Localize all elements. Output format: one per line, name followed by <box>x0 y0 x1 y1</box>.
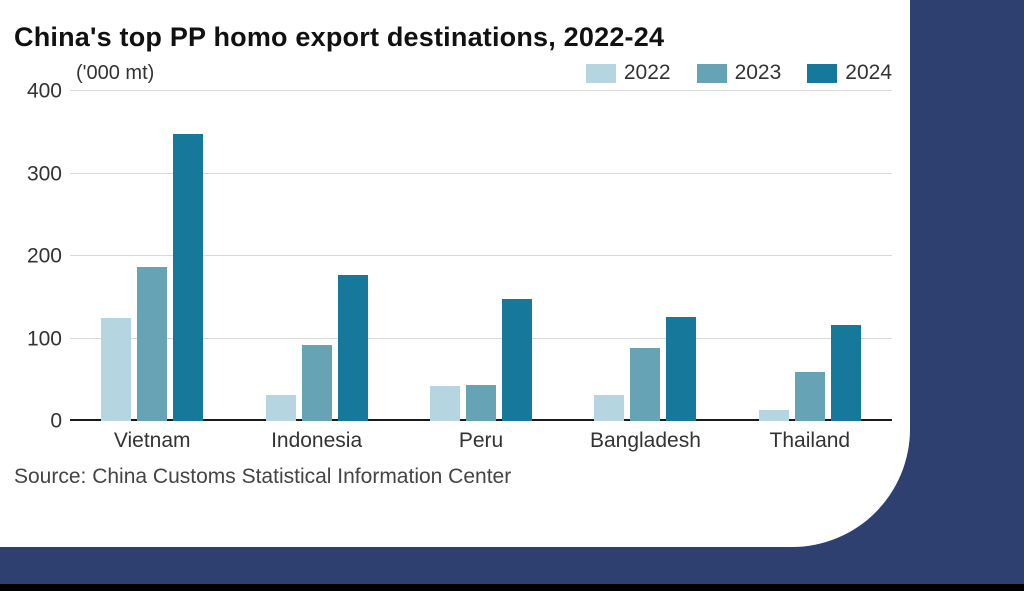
chart-title: China's top PP homo export destinations,… <box>14 22 665 52</box>
x-axis-label-bangladesh: Bangladesh <box>589 429 701 452</box>
y-tick-label-100: 100 <box>26 327 62 350</box>
bar-indonesia-2023 <box>301 345 332 421</box>
legend-item-2024: 2024 <box>807 61 892 85</box>
gridline-400 <box>70 90 892 91</box>
x-axis-labels: Vietnam Indonesia Peru Bangladesh Thailand <box>70 429 892 453</box>
bar-group-vietnam <box>70 91 234 421</box>
bar-thailand-2023 <box>794 372 825 421</box>
y-tick-label-200: 200 <box>26 244 62 268</box>
legend-item-2023: 2023 <box>696 61 782 85</box>
chart-legend: 2022 2023 2024 <box>585 61 892 85</box>
unit-and-legend-row: ('000 mt) 2022 2023 2024 <box>14 59 910 87</box>
bar-thailand-2024 <box>830 325 861 421</box>
legend-item-2022: 2022 <box>585 61 671 85</box>
bar-group-thailand <box>728 91 892 421</box>
chart-card: China's top PP homo export destinations,… <box>0 0 910 547</box>
legend-label-2023: 2023 <box>734 61 782 84</box>
y-axis-labels: 0 100 200 300 400 <box>14 81 70 432</box>
legend-label-2024: 2024 <box>845 61 892 84</box>
bar-bangladesh-2024 <box>666 317 697 421</box>
x-axis-label-peru: Peru <box>458 429 504 452</box>
x-axis-label-indonesia: Indonesia <box>271 429 363 452</box>
bar-indonesia-2022 <box>265 394 296 421</box>
bar-bangladesh-2023 <box>630 347 661 421</box>
source-text: Source: China Customs Statistical Inform… <box>14 465 512 488</box>
bar-vietnam-2024 <box>173 133 204 421</box>
y-tick-label-0: 0 <box>50 409 62 433</box>
bar-groups <box>70 91 892 421</box>
legend-swatch-2022 <box>585 63 616 83</box>
gridline-300 <box>70 172 892 174</box>
bar-peru-2022 <box>430 385 461 421</box>
bar-peru-2024 <box>502 298 533 421</box>
bar-group-indonesia <box>234 91 398 421</box>
plot-area <box>70 90 892 421</box>
bar-indonesia-2024 <box>337 274 368 421</box>
x-axis-label-vietnam: Vietnam <box>113 429 191 452</box>
legend-label-2022: 2022 <box>623 61 671 84</box>
bar-group-peru <box>399 91 563 421</box>
y-tick-label-400: 400 <box>26 79 62 103</box>
gridline-200 <box>70 255 892 256</box>
bar-vietnam-2023 <box>137 266 168 421</box>
y-tick-label-300: 300 <box>26 162 62 185</box>
bar-thailand-2022 <box>758 410 789 421</box>
legend-swatch-2024 <box>807 63 838 83</box>
bar-group-bangladesh <box>563 91 727 421</box>
bar-vietnam-2022 <box>101 317 132 421</box>
plot-wrapper: Vietnam Indonesia Peru Bangladesh Thailand <box>70 90 892 453</box>
bar-bangladesh-2022 <box>594 394 625 421</box>
x-axis-label-thailand: Thailand <box>769 429 851 452</box>
bar-peru-2023 <box>466 384 497 421</box>
y-axis-unit-label: ('000 mt) <box>76 61 155 84</box>
gridline-100 <box>70 337 892 339</box>
chart-area: 0 100 200 300 400 Vietnam Indonesia Peru Bangla… <box>14 81 910 453</box>
legend-swatch-2023 <box>696 63 727 83</box>
